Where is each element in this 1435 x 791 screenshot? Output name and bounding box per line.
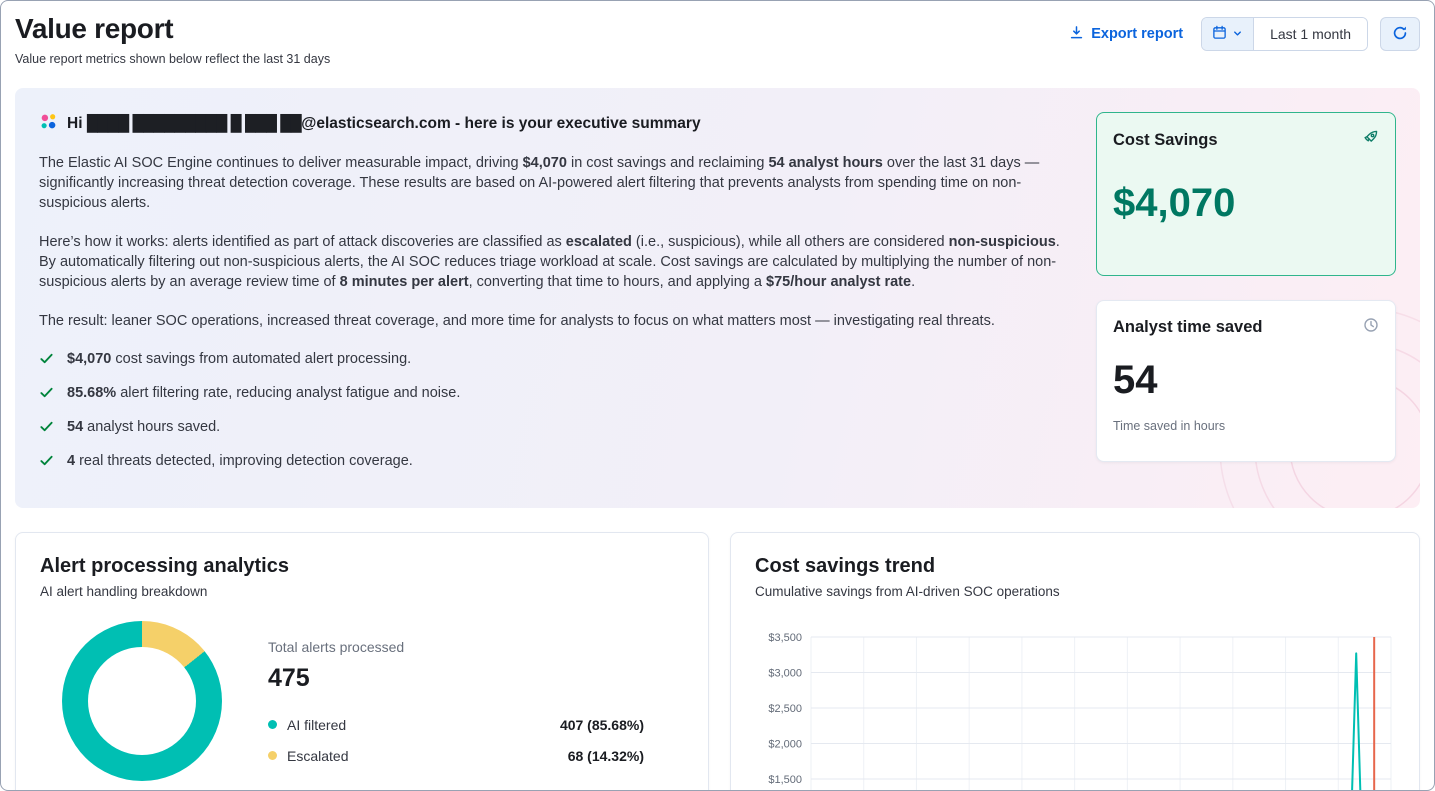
legend-label: Escalated — [287, 747, 349, 764]
summary-bullet-text: 54 analyst hours saved. — [67, 419, 221, 435]
cost-savings-card-head: Cost Savings — [1113, 129, 1379, 151]
svg-text:$2,000: $2,000 — [768, 739, 802, 751]
refresh-button[interactable] — [1380, 17, 1420, 51]
analyst-time-card-head: Analyst time saved — [1113, 317, 1379, 338]
summary-cards: Cost Savings $4,070 Analyst time saved — [1096, 112, 1396, 486]
analyst-time-value: 54 — [1113, 358, 1158, 402]
alert-stats: Total alerts processed 475 AI filtered 4… — [268, 639, 684, 764]
header: Value report Value report metrics shown … — [15, 13, 1420, 66]
legend-value: 68 (14.32%) — [567, 747, 644, 764]
alert-panel-body: Total alerts processed 475 AI filtered 4… — [40, 621, 684, 781]
summary-bullet-text: 85.68% alert filtering rate, reducing an… — [67, 385, 461, 401]
cost-trend-chart: $3,500 $3,000 $2,500 $2,000 $1,500 — [768, 632, 1392, 790]
cost-savings-title: Cost Savings — [1113, 130, 1218, 149]
trend-panel-title: Cost savings trend — [755, 555, 936, 577]
date-range-button[interactable]: Last 1 month — [1254, 18, 1367, 50]
header-controls: Export report Last 1 month — [1063, 17, 1420, 51]
executive-summary-panel: Hi ████ █████████ █ ███ ██@elasticsearch… — [15, 88, 1420, 508]
chevron-down-icon — [1232, 27, 1243, 42]
summary-greeting-text: Hi ████ █████████ █ ███ ██@elasticsearch… — [67, 115, 701, 132]
alerts-donut-hole — [88, 647, 196, 755]
summary-bullet-text: 4 real threats detected, improving detec… — [67, 453, 413, 469]
summary-paragraph: Here’s how it works: alerts identified a… — [39, 234, 1060, 290]
panels-row: Alert processing analytics AI alert hand… — [15, 532, 1420, 790]
summary-bullet-list: $4,070 cost savings from automated alert… — [39, 350, 1068, 474]
check-icon — [39, 453, 54, 474]
check-icon — [39, 351, 54, 372]
rocket-icon — [1362, 129, 1379, 151]
alert-processing-panel: Alert processing analytics AI alert hand… — [15, 532, 709, 790]
check-icon — [39, 419, 54, 440]
export-report-button[interactable]: Export report — [1063, 24, 1189, 45]
date-range-label: Last 1 month — [1270, 26, 1351, 42]
legend-item-ai-filtered: AI filtered 407 (85.68%) — [268, 717, 644, 733]
svg-text:$3,500: $3,500 — [768, 632, 802, 644]
date-picker-calendar-button[interactable] — [1202, 18, 1255, 50]
svg-text:$2,500: $2,500 — [768, 703, 802, 715]
summary-bullet: 54 analyst hours saved. — [39, 418, 1068, 440]
summary-paragraph: The Elastic AI SOC Engine continues to d… — [39, 155, 1040, 211]
legend-label: AI filtered — [287, 716, 347, 733]
alerts-donut-wrap — [62, 621, 222, 781]
cost-savings-card: Cost Savings $4,070 — [1096, 112, 1396, 276]
page-subtitle: Value report metrics shown below reflect… — [15, 52, 331, 66]
download-icon — [1069, 25, 1084, 44]
svg-text:$1,500: $1,500 — [768, 774, 802, 786]
svg-text:$3,000: $3,000 — [768, 668, 802, 680]
legend-value: 407 (85.68%) — [559, 716, 644, 733]
summary-bullet: 4 real threats detected, improving detec… — [39, 452, 1068, 474]
legend-dot-ai-filtered — [268, 720, 277, 729]
alert-panel-subtitle: AI alert handling breakdown — [40, 584, 208, 599]
cost-savings-trend-panel: Cost savings trend Cumulative savings fr… — [730, 532, 1420, 790]
total-alerts-value: 475 — [268, 663, 310, 692]
alert-panel-title: Alert processing analytics — [40, 555, 289, 577]
cost-savings-value: $4,070 — [1113, 181, 1236, 225]
summary-bullet: $4,070 cost savings from automated alert… — [39, 350, 1068, 372]
refresh-icon — [1392, 25, 1408, 44]
date-picker-group: Last 1 month — [1201, 17, 1368, 51]
check-icon — [39, 385, 54, 406]
alerts-legend: AI filtered 407 (85.68%) Escalated 68 (1… — [268, 717, 644, 764]
summary-paragraph: The result: leaner SOC operations, incre… — [39, 313, 995, 329]
total-alerts-label: Total alerts processed — [268, 638, 405, 655]
summary-bullet: 85.68% alert filtering rate, reducing an… — [39, 384, 1068, 406]
legend-dot-escalated — [268, 751, 277, 760]
trend-panel-subtitle: Cumulative savings from AI-driven SOC op… — [755, 584, 1060, 599]
page-title: Value report — [15, 13, 174, 44]
export-report-label: Export report — [1091, 26, 1184, 42]
calendar-icon — [1212, 25, 1227, 43]
summary-content: Hi ████ █████████ █ ███ ██@elasticsearch… — [39, 112, 1068, 486]
clock-icon — [1363, 317, 1379, 338]
analyst-time-title: Analyst time saved — [1113, 318, 1263, 336]
analyst-time-caption: Time saved in hours — [1113, 419, 1226, 433]
ai-sparkle-icon — [39, 112, 58, 136]
legend-item-escalated: Escalated 68 (14.32%) — [268, 748, 644, 764]
summary-greeting: Hi ████ █████████ █ ███ ██@elasticsearch… — [39, 112, 1068, 136]
header-titles: Value report Value report metrics shown … — [15, 13, 330, 66]
analyst-time-card: Analyst time saved 54 Time saved in hour… — [1096, 300, 1396, 462]
summary-bullet-text: $4,070 cost savings from automated alert… — [67, 351, 412, 367]
